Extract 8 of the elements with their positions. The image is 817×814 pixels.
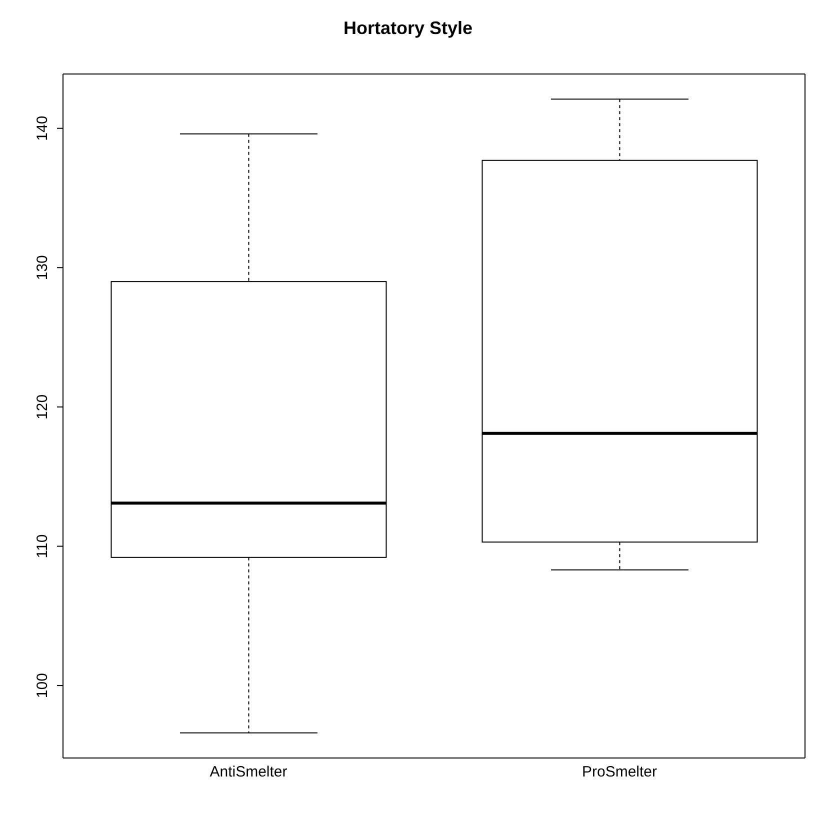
chart-title: Hortatory Style: [342, 17, 474, 40]
y-tick-label: 140: [34, 116, 51, 141]
x-tick-label: ProSmelter: [582, 764, 658, 781]
y-tick-label: 120: [34, 394, 51, 420]
y-tick-label: 100: [34, 673, 51, 698]
x-tick-label: AntiSmelter: [210, 764, 288, 781]
y-tick-label: 130: [34, 255, 51, 280]
y-tick-label: 110: [34, 534, 51, 558]
